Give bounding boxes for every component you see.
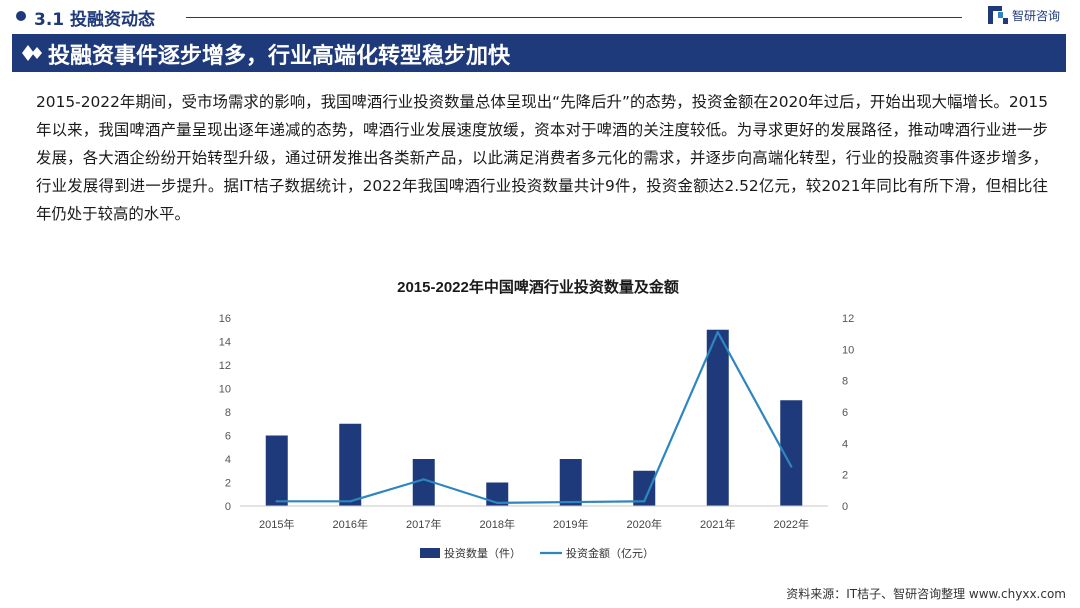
y-right-tick-label: 6	[842, 407, 848, 419]
line-point	[716, 330, 719, 334]
legend-line-label: 投资金额（亿元）	[566, 546, 654, 560]
diamond-arrow-icon	[22, 45, 42, 61]
y-axis-right: 0 2 4 6 8 10 12	[842, 313, 854, 513]
y-right-tick-label: 8	[842, 376, 848, 388]
y-left-tick-label: 12	[219, 360, 231, 372]
y-left-tick-label: 14	[219, 337, 231, 349]
brand-mark-icon	[988, 6, 1008, 24]
bar	[706, 329, 729, 506]
y-left-tick-label: 4	[225, 454, 231, 466]
x-tick-label: 2019年	[553, 517, 588, 531]
legend-bar-label: 投资数量（件）	[444, 546, 521, 560]
y-left-tick-label: 8	[225, 407, 231, 419]
brand-name: 智研咨询	[1012, 8, 1061, 23]
line-point	[643, 500, 646, 503]
y-right-tick-label: 0	[842, 501, 848, 513]
section-title: 3.1 投融资动态	[34, 10, 156, 30]
chart-title: 2015-2022年中国啤酒行业投资数量及金额	[397, 278, 679, 296]
line-point	[422, 478, 425, 481]
line-point	[275, 500, 278, 503]
y-right-tick-label: 4	[842, 438, 848, 450]
body-paragraph: 2015-2022年期间，受市场需求的影响，我国啤酒行业投资数量总体呈现出“先降…	[36, 93, 1048, 223]
x-tick-label: 2015年	[259, 517, 294, 531]
top-bar: 3.1 投融资动态 智研咨询	[0, 0, 1080, 34]
line-series	[275, 330, 793, 505]
bar	[265, 435, 288, 506]
x-tick-label: 2022年	[774, 517, 809, 531]
line-path	[276, 330, 793, 504]
bar	[780, 400, 803, 506]
y-left-tick-label: 10	[219, 384, 231, 396]
x-tick-label: 2021年	[700, 517, 735, 531]
x-tick-label: 2020年	[627, 517, 662, 531]
bar	[559, 459, 582, 506]
x-tick-label: 2018年	[480, 517, 515, 531]
line-point	[496, 501, 499, 505]
x-axis: 2015年 2016年 2017年 2018年 2019年 2020年 2021年 2022年	[240, 505, 828, 531]
y-left-tick-label: 0	[225, 501, 231, 513]
chart-legend: 投资数量（件） 投资金额（亿元）	[420, 546, 654, 560]
banner-title: 投融资事件逐步增多，行业高端化转型稳步加快	[48, 44, 511, 69]
y-right-tick-label: 12	[842, 313, 854, 325]
x-tick-label: 2017年	[406, 517, 441, 531]
line-point	[349, 500, 352, 503]
source-note: 资料来源：IT桔子、智研咨询整理 www.chyxx.com	[786, 587, 1066, 601]
line-point	[790, 465, 793, 468]
y-right-tick-label: 10	[842, 344, 854, 356]
bar	[633, 470, 656, 506]
y-axis-left: 0 2 4 6 8 10 12 14 16	[219, 313, 231, 513]
brand-logo: 智研咨询	[988, 6, 1060, 24]
bar	[339, 423, 362, 506]
x-tick-label: 2016年	[333, 517, 368, 531]
header-divider	[186, 17, 962, 18]
section-bullet-icon	[16, 11, 26, 21]
bar-series	[265, 329, 803, 506]
legend-bar-swatch	[420, 548, 440, 558]
y-right-tick-label: 2	[842, 470, 848, 482]
y-left-tick-label: 2	[225, 478, 231, 490]
y-left-tick-label: 6	[225, 431, 231, 443]
bar	[412, 459, 435, 506]
line-point	[569, 500, 572, 504]
y-left-tick-label: 16	[219, 313, 231, 325]
title-banner: 投融资事件逐步增多，行业高端化转型稳步加快	[12, 34, 1066, 72]
